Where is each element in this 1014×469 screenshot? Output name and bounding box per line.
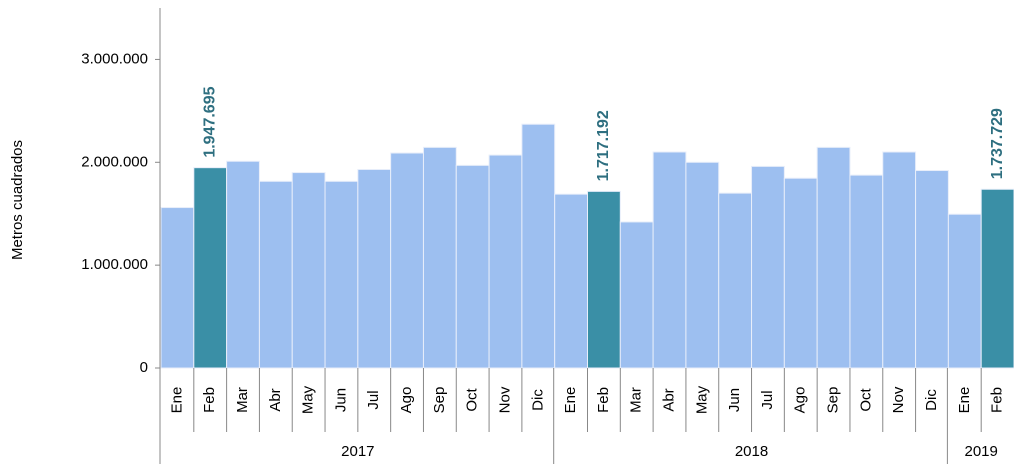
x-tick-label: Ago [398,387,415,414]
bar [422,146,457,369]
x-tick-label: Dic [923,389,940,411]
group-label: 2019 [965,443,998,460]
x-tick-label: Ene [956,387,973,414]
x-tick-label: Oct [857,388,874,412]
x-tick-label: Sep [431,387,448,414]
bar [226,160,260,369]
x-tick-label: Feb [201,387,218,413]
bar [619,221,654,369]
x-tick-label: Ene [168,387,185,414]
x-tick-label: Mar [234,387,251,413]
bar [258,180,293,369]
bar [849,174,884,369]
x-tick-label: Ene [562,387,579,414]
x-tick-label: Mar [628,387,645,413]
bar [980,188,1014,369]
x-tick-label: May [300,385,317,414]
y-axis-title: Metros cuadrados [9,140,26,260]
bar [882,151,917,369]
x-tick-label: Nov [496,386,513,413]
x-tick-label: Jul [759,390,776,409]
bar [455,164,490,369]
bar [718,192,753,369]
bar [816,146,851,369]
group-label: 2017 [341,443,374,460]
x-tick-label: Jun [332,388,349,412]
x-tick-label: Jul [365,390,382,409]
bar [324,180,359,369]
bar [390,152,424,369]
bar [554,193,589,369]
bar [160,207,195,369]
bar [357,168,392,369]
x-tick-label: Abr [660,388,677,411]
bar [587,190,621,369]
bar [521,123,556,369]
group-label: 2018 [735,443,768,460]
x-tick-label: Nov [890,386,907,413]
data-label: 1.737.729 [989,108,1006,179]
bar [488,154,523,369]
x-tick-label: Oct [464,388,481,412]
x-tick-label: May [693,385,710,414]
bar [685,161,720,369]
bar [947,213,982,369]
bar [915,170,949,369]
x-tick-label: Jun [726,388,743,412]
data-label: 1.717.192 [595,110,612,181]
bar [751,165,785,369]
bar [291,172,326,369]
y-tick-label: 0 [140,359,148,376]
y-tick-label: 3.000.000 [81,50,148,67]
x-tick-label: Feb [989,387,1006,413]
x-tick-label: Ago [792,387,809,414]
y-tick-label: 1.000.000 [81,256,148,273]
data-label: 1.947.695 [201,86,218,157]
x-tick-label: Dic [529,389,546,411]
bar [783,177,818,369]
x-tick-label: Abr [267,388,284,411]
x-tick-label: Feb [595,387,612,413]
bar [652,151,687,369]
bar [193,167,228,369]
x-tick-label: Sep [825,387,842,414]
y-tick-label: 2.000.000 [81,153,148,170]
